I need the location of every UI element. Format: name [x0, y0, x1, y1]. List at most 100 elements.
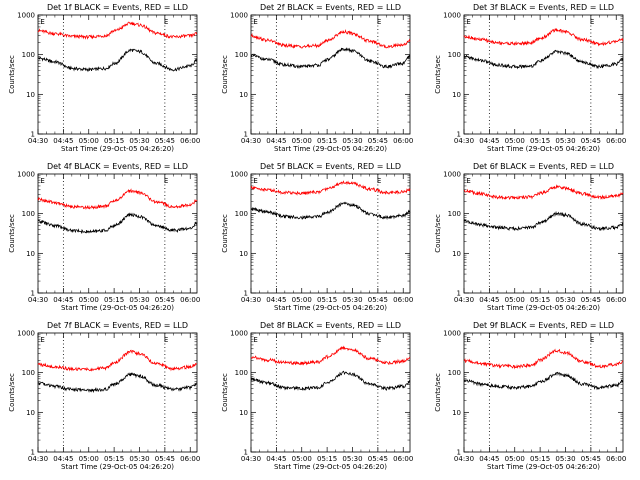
x-axis-label: Start Time (29-Oct-05 04:26:20) — [274, 463, 387, 471]
x-tick-label: 04:30 — [454, 137, 474, 145]
x-tick-label: 05:15 — [530, 296, 550, 304]
y-tick-label: 1 — [457, 131, 461, 139]
y-tick-label: 10 — [26, 91, 35, 99]
x-tick-label: 05:00 — [79, 455, 99, 463]
x-tick-label: 05:15 — [317, 455, 337, 463]
x-tick-label: 04:30 — [241, 296, 261, 304]
plot-frame — [250, 173, 411, 294]
x-tick-label: 05:30 — [555, 296, 575, 304]
lld-series-line — [250, 180, 411, 196]
x-tick-label: 04:45 — [266, 296, 286, 304]
y-tick-label: 10 — [239, 91, 248, 99]
x-tick-label: 05:45 — [155, 296, 175, 304]
plot-frame — [463, 173, 624, 294]
detector-panel: Det 6f BLACK = Events, RED = LLD 1 10 100 10… — [434, 162, 626, 312]
y-tick-label: 10 — [452, 91, 461, 99]
interval-marker-label: E — [40, 177, 44, 185]
y-tick-label: 1000 — [17, 12, 35, 20]
x-tick-label: 05:30 — [342, 296, 362, 304]
events-series-line — [250, 47, 411, 70]
y-tick-label: 100 — [235, 51, 248, 59]
y-tick-label: 1000 — [230, 171, 248, 179]
interval-marker-label: E — [377, 177, 381, 185]
x-tick-label: 05:30 — [129, 455, 149, 463]
x-tick-label: 05:00 — [292, 455, 312, 463]
x-tick-label: 04:45 — [266, 137, 286, 145]
events-series-line — [464, 49, 624, 70]
x-axis-label: Start Time (29-Oct-05 04:26:20) — [61, 145, 174, 153]
y-tick-label: 1 — [457, 449, 461, 457]
y-tick-label: 1000 — [230, 330, 248, 338]
x-tick-label: 04:45 — [266, 455, 286, 463]
panel-title: Det 2f BLACK = Events, RED = LLD — [260, 3, 401, 12]
x-tick-label: 05:15 — [530, 455, 550, 463]
interval-marker-label: E — [466, 177, 470, 185]
interval-marker-label: E — [253, 177, 257, 185]
x-tick-label: 06:00 — [180, 137, 200, 145]
x-tick-label: 05:45 — [581, 296, 601, 304]
x-tick-label: 05:45 — [581, 455, 601, 463]
x-tick-label: 05:30 — [555, 137, 575, 145]
x-tick-label: 05:15 — [317, 137, 337, 145]
lld-series-line — [463, 28, 624, 47]
x-tick-label: 04:30 — [454, 455, 474, 463]
x-tick-label: 04:30 — [454, 296, 474, 304]
x-tick-label: 04:45 — [479, 137, 499, 145]
y-axis-label: Counts/sec — [434, 55, 442, 94]
detector-panel: Det 2f BLACK = Events, RED = LLD 1 10 100 10… — [221, 3, 413, 153]
y-tick-label: 100 — [448, 51, 461, 59]
interval-marker-label: E — [377, 18, 381, 26]
y-tick-label: 1 — [457, 290, 461, 298]
x-axis-label: Start Time (29-Oct-05 04:26:20) — [61, 463, 174, 471]
plot-frame — [37, 173, 198, 294]
events-series-line — [463, 210, 624, 232]
y-tick-label: 1000 — [17, 330, 35, 338]
y-axis-label: Counts/sec — [221, 373, 229, 412]
lld-series-line — [250, 29, 411, 49]
x-tick-label: 05:45 — [368, 137, 388, 145]
lld-series-line — [463, 184, 624, 200]
x-tick-label: 06:00 — [606, 296, 626, 304]
x-tick-label: 04:30 — [28, 137, 48, 145]
y-tick-label: 100 — [448, 369, 461, 377]
y-axis-label: Counts/sec — [8, 55, 16, 94]
interval-marker-label: E — [590, 336, 594, 344]
interval-marker-label: E — [253, 336, 257, 344]
lld-series-line — [250, 345, 411, 366]
plot-frame — [463, 332, 624, 453]
y-tick-label: 1 — [244, 449, 248, 457]
x-tick-label: 06:00 — [393, 455, 413, 463]
y-axis-label: Counts/sec — [221, 55, 229, 94]
panel-title: Det 8f BLACK = Events, RED = LLD — [260, 321, 401, 330]
y-tick-label: 1000 — [443, 330, 461, 338]
y-tick-label: 1000 — [443, 171, 461, 179]
events-series-line — [37, 371, 197, 394]
x-tick-label: 04:45 — [53, 455, 73, 463]
x-tick-label: 05:00 — [505, 455, 525, 463]
panel-title: Det 5f BLACK = Events, RED = LLD — [260, 162, 401, 171]
x-tick-label: 05:30 — [342, 455, 362, 463]
y-axis-label: Counts/sec — [221, 214, 229, 253]
y-tick-label: 1 — [31, 131, 35, 139]
y-tick-label: 1 — [244, 290, 248, 298]
detector-panel: Det 7f BLACK = Events, RED = LLD 1 10 100 10… — [8, 321, 200, 471]
detector-panel: Det 9f BLACK = Events, RED = LLD 1 10 100 10… — [434, 321, 626, 471]
events-series-line — [250, 201, 411, 221]
events-series-line — [37, 48, 198, 73]
y-axis-label: Counts/sec — [8, 373, 16, 412]
events-series-line — [251, 370, 411, 392]
x-tick-label: 05:00 — [505, 137, 525, 145]
lld-series-line — [37, 349, 198, 372]
interval-marker-label: E — [164, 18, 168, 26]
interval-marker-label: E — [164, 336, 168, 344]
interval-marker-label: E — [590, 177, 594, 185]
y-tick-label: 10 — [452, 409, 461, 417]
panel-title: Det 1f BLACK = Events, RED = LLD — [47, 3, 188, 12]
y-axis-label: Counts/sec — [434, 214, 442, 253]
x-tick-label: 04:30 — [28, 296, 48, 304]
interval-marker-label: E — [253, 18, 257, 26]
detector-panel: Det 4f BLACK = Events, RED = LLD 1 10 100 10… — [8, 162, 200, 312]
y-tick-label: 1000 — [230, 12, 248, 20]
x-tick-label: 04:45 — [479, 296, 499, 304]
